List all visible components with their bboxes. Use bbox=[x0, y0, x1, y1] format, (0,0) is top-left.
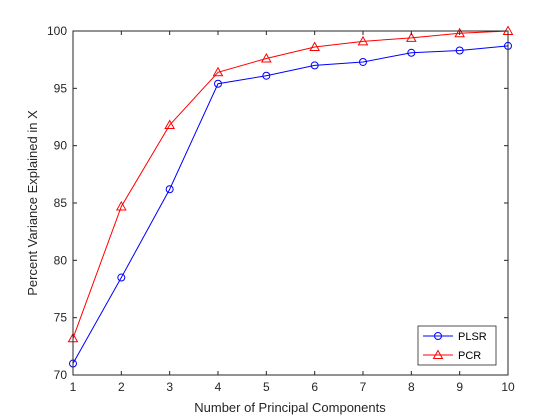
y-tick-label: 70 bbox=[54, 368, 68, 382]
data-point-pcr bbox=[357, 35, 369, 46]
data-point-plsr bbox=[407, 48, 416, 57]
legend-label-plsr: PLSR bbox=[458, 331, 487, 343]
x-tick-label: 8 bbox=[408, 380, 415, 394]
data-point-pcr bbox=[405, 32, 417, 42]
plot-area bbox=[73, 31, 508, 375]
y-tick-label: 80 bbox=[54, 253, 68, 267]
x-tick-label: 10 bbox=[501, 380, 515, 394]
data-point-pcr bbox=[260, 53, 272, 63]
series-line-plsr bbox=[72, 45, 509, 364]
data-point-pcr bbox=[454, 27, 466, 38]
x-tick-label: 1 bbox=[70, 380, 77, 394]
x-tick-label: 6 bbox=[311, 380, 318, 394]
x-axis: 1 2 3 4 5 6 7 8 9 10 bbox=[70, 31, 515, 394]
series-line-pcr bbox=[72, 30, 509, 339]
x-tick-label: 5 bbox=[263, 380, 270, 394]
y-tick-label: 90 bbox=[54, 139, 68, 153]
data-point-plsr bbox=[262, 71, 271, 80]
data-point-plsr bbox=[359, 57, 367, 66]
data-point-plsr bbox=[455, 46, 464, 55]
legend-marker-pcr bbox=[432, 349, 444, 359]
legend-box bbox=[417, 325, 497, 366]
x-tick-label: 2 bbox=[118, 380, 125, 394]
y-tick-label: 100 bbox=[47, 24, 67, 38]
data-point-plsr bbox=[214, 79, 222, 88]
x-tick-label: 7 bbox=[360, 380, 367, 394]
data-point-plsr bbox=[165, 185, 174, 194]
data-point-pcr bbox=[212, 66, 224, 77]
data-point-pcr bbox=[309, 41, 321, 52]
legend-label-pcr: PCR bbox=[458, 350, 481, 362]
legend-marker-plsr bbox=[434, 332, 442, 340]
x-axis-label: Number of Principal Components bbox=[194, 400, 386, 415]
y-tick-label: 95 bbox=[54, 81, 68, 95]
data-point-pcr bbox=[164, 119, 176, 130]
data-point-plsr bbox=[310, 61, 319, 70]
data-point-plsr bbox=[117, 273, 126, 282]
y-tick-label: 85 bbox=[54, 196, 68, 210]
y-tick-label: 75 bbox=[54, 311, 68, 325]
legend: PLSR PCR bbox=[417, 325, 497, 366]
y-axis-label: Percent Variance Explained in X bbox=[25, 110, 40, 296]
data-point-pcr bbox=[115, 200, 127, 211]
x-tick-label: 4 bbox=[215, 380, 222, 394]
x-tick-label: 9 bbox=[456, 380, 463, 394]
y-axis: 70 75 80 85 90 95 100 bbox=[47, 24, 508, 382]
series-layer bbox=[67, 25, 514, 368]
x-tick-label: 3 bbox=[166, 380, 173, 394]
